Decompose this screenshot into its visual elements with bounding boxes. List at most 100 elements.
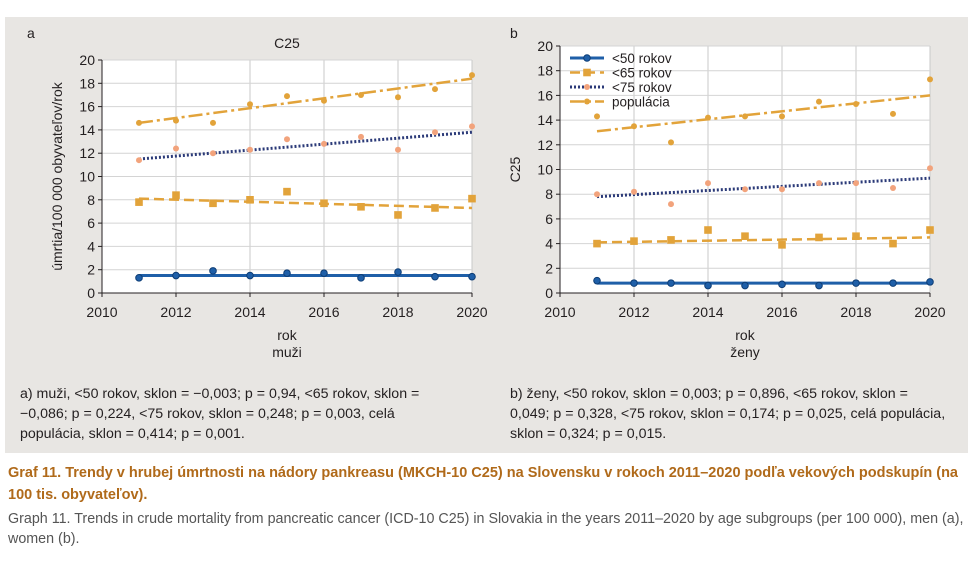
chart-b-point-lt65 bbox=[852, 232, 860, 240]
chart-a-point-lt50 bbox=[320, 269, 328, 277]
chart-a-y-tick-label: 2 bbox=[87, 262, 95, 278]
chart-a-y-tick-label: 4 bbox=[87, 238, 95, 254]
note-a-men: a) muži, <50 rokov, sklon = −0,003; p = … bbox=[20, 386, 420, 442]
chart-a-point-lt75 bbox=[395, 146, 401, 153]
chart-b-y-tick-label: 18 bbox=[537, 63, 553, 79]
chart-b-point-lt65 bbox=[593, 239, 601, 248]
chart-b-legend-label-lt75: <75 rokov bbox=[612, 80, 672, 95]
chart-b-point-lt65 bbox=[778, 241, 786, 249]
chart-a-x-tick-label: 2020 bbox=[456, 304, 487, 320]
chart-b-point-pop bbox=[779, 113, 785, 120]
chart-a-point-lt50 bbox=[357, 274, 365, 282]
chart-a-x-tick-label: 2016 bbox=[308, 304, 339, 320]
chart-a-x-sublabel: muži bbox=[272, 344, 302, 360]
note-b-women: b) ženy, <50 rokov, sklon = 0,003; p = 0… bbox=[510, 386, 946, 442]
chart-b-point-lt50 bbox=[704, 281, 712, 290]
chart-b-x-tick-label: 2018 bbox=[840, 304, 871, 320]
chart-a-y-tick-label: 6 bbox=[87, 215, 95, 231]
chart-b-point-lt65 bbox=[667, 236, 675, 244]
chart-b-point-lt50 bbox=[815, 281, 823, 290]
chart-b-legend-marker-lt50 bbox=[583, 54, 591, 62]
chart-b-point-lt75 bbox=[890, 185, 896, 192]
chart-b-women: b 0 2 4 6 8 10 12 14 16 18 20 2010 2012 2014 2016 2018 20… bbox=[507, 25, 946, 360]
chart-a-point-lt65 bbox=[246, 196, 254, 204]
chart-b-point-lt50 bbox=[630, 279, 638, 287]
chart-b-point-pop bbox=[705, 114, 711, 121]
chart-b-x-tick-label: 2012 bbox=[618, 304, 649, 320]
chart-b-point-pop bbox=[742, 113, 748, 120]
chart-b-y-label: C25 bbox=[507, 156, 523, 182]
chart-a-point-lt65 bbox=[209, 199, 217, 208]
chart-b-trend-pop bbox=[596, 94, 931, 133]
chart-a-point-lt65 bbox=[394, 211, 402, 219]
chart-a-x-tick-label: 2018 bbox=[382, 304, 413, 320]
chart-b-legend-marker-pop bbox=[584, 98, 590, 105]
chart-b-point-lt75 bbox=[853, 180, 859, 187]
chart-b-point-pop bbox=[853, 101, 859, 108]
chart-b-point-lt65 bbox=[704, 226, 712, 234]
chart-b-point-lt75 bbox=[779, 186, 785, 193]
chart-a-y-tick-label: 16 bbox=[79, 99, 95, 115]
chart-b-point-pop bbox=[927, 76, 933, 83]
chart-b-point-pop bbox=[668, 139, 674, 146]
chart-b-point-lt65 bbox=[630, 237, 638, 245]
chart-b-point-lt50 bbox=[889, 279, 897, 287]
chart-b-point-lt50 bbox=[741, 281, 749, 290]
chart-b-point-lt75 bbox=[631, 188, 637, 195]
chart-b-point-lt50 bbox=[926, 278, 934, 286]
chart-b-y-tick-label: 2 bbox=[545, 260, 553, 276]
chart-a-point-lt75 bbox=[136, 157, 142, 164]
chart-a-men: a 0 2 4 6 8 10 12 14 16 18 20 2010 2012 2014 2016 2018 20… bbox=[27, 25, 488, 360]
chart-b-point-lt65 bbox=[926, 226, 934, 234]
chart-b-y-tick-label: 20 bbox=[537, 38, 553, 54]
chart-a-point-lt65 bbox=[320, 199, 328, 208]
chart-a-x-label: rok bbox=[277, 327, 297, 343]
chart-a-point-lt50 bbox=[246, 271, 254, 280]
chart-b-y-tick-label: 10 bbox=[537, 162, 553, 178]
chart-a-y-label: úmrtia/100 000 obyvateľov/rok bbox=[49, 81, 65, 271]
chart-a-point-lt50 bbox=[283, 269, 291, 277]
chart-b-trend-lt75 bbox=[596, 176, 931, 199]
chart-b-x-label: rok bbox=[735, 327, 755, 343]
chart-b-point-lt50 bbox=[593, 276, 601, 285]
chart-b-y-tick-label: 12 bbox=[537, 137, 553, 153]
chart-a-point-lt65 bbox=[431, 204, 439, 212]
chart-a-point-lt75 bbox=[432, 129, 438, 136]
chart-a-point-lt75 bbox=[284, 136, 290, 143]
chart-a-point-lt50 bbox=[135, 274, 143, 282]
chart-a-point-lt75 bbox=[210, 150, 216, 157]
chart-a-y-tick-label: 14 bbox=[79, 122, 95, 138]
chart-b-x-tick-label: 2010 bbox=[544, 304, 575, 320]
chart-a-point-lt50 bbox=[468, 272, 476, 281]
chart-b-y-tick-label: 0 bbox=[545, 285, 553, 301]
chart-b-panel-letter: b bbox=[510, 25, 518, 41]
chart-a-panel-letter: a bbox=[27, 25, 35, 41]
chart-a-x-tick-label: 2012 bbox=[160, 304, 191, 320]
chart-b-x-tick-label: 2016 bbox=[766, 304, 797, 320]
chart-a-point-lt50 bbox=[209, 267, 217, 275]
chart-a-point-lt75 bbox=[321, 140, 327, 147]
chart-b-point-pop bbox=[594, 113, 600, 120]
chart-b-x-tick-label: 2020 bbox=[914, 304, 945, 320]
chart-a-point-lt65 bbox=[172, 191, 180, 199]
chart-a-point-lt65 bbox=[468, 194, 476, 203]
chart-b-x-sublabel: ženy bbox=[730, 344, 760, 360]
chart-b-point-lt65 bbox=[889, 239, 897, 248]
chart-a-x-tick-label: 2010 bbox=[86, 304, 117, 320]
chart-a-point-lt50 bbox=[431, 272, 439, 281]
chart-a-point-lt75 bbox=[358, 133, 364, 140]
chart-b-point-lt65 bbox=[741, 232, 749, 240]
chart-a-title: C25 bbox=[274, 35, 300, 51]
chart-b-point-lt75 bbox=[668, 201, 674, 208]
chart-b-point-pop bbox=[631, 123, 637, 130]
chart-b-y-tick-label: 16 bbox=[537, 87, 553, 103]
chart-a-y-tick-label: 8 bbox=[87, 192, 95, 208]
chart-a-y-tick-label: 10 bbox=[79, 169, 95, 185]
chart-b-point-lt75 bbox=[594, 191, 600, 198]
chart-a-point-pop bbox=[321, 97, 327, 104]
chart-a-point-pop bbox=[395, 94, 401, 101]
chart-b-point-lt75 bbox=[705, 180, 711, 187]
chart-a-point-pop bbox=[469, 72, 475, 79]
chart-b-trend-lt65 bbox=[596, 236, 931, 244]
